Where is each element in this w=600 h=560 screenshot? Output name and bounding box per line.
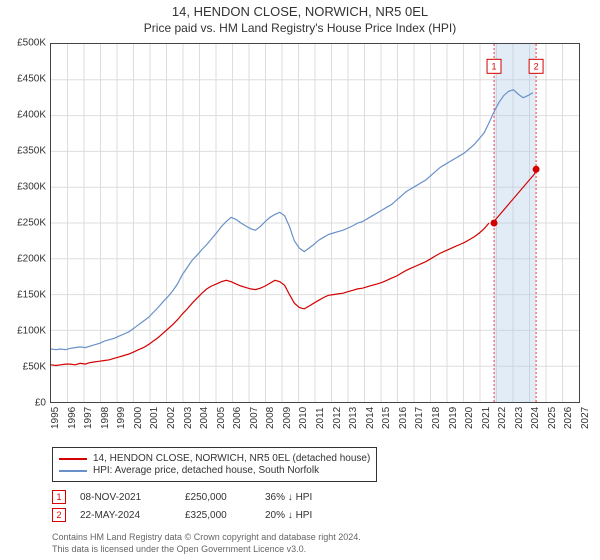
highlight-band-group (494, 44, 536, 402)
x-tick-label: 1995 (50, 407, 61, 429)
y-tick-label: £50K (0, 362, 46, 373)
legend-swatch (59, 470, 87, 472)
x-tick-label: 2016 (398, 407, 409, 429)
sale-date: 22-MAY-2024 (80, 510, 185, 521)
footnote-line1: Contains HM Land Registry data © Crown c… (52, 532, 580, 544)
chart-plot-area: £0£50K£100K£150K£200K£250K£300K£350K£400… (50, 43, 580, 403)
x-tick-label: 2022 (497, 407, 508, 429)
x-tick-label: 2023 (514, 407, 525, 429)
x-tick-label: 2005 (216, 407, 227, 429)
x-tick-label: 2021 (481, 407, 492, 429)
y-axis: £0£50K£100K£150K£200K£250K£300K£350K£400… (0, 43, 46, 403)
x-tick-label: 2011 (315, 407, 326, 429)
legend-box: 14, HENDON CLOSE, NORWICH, NR5 0EL (deta… (52, 447, 377, 482)
sale-pct: 20% ↓ HPI (265, 510, 375, 521)
y-tick-label: £250K (0, 218, 46, 229)
x-tick-label: 2015 (381, 407, 392, 429)
x-tick-label: 1997 (83, 407, 94, 429)
x-tick-label: 2009 (282, 407, 293, 429)
sale-date: 08-NOV-2021 (80, 492, 185, 503)
x-tick-label: 2007 (249, 407, 260, 429)
y-tick-label: £300K (0, 182, 46, 193)
footnote-line2: This data is licensed under the Open Gov… (52, 544, 580, 556)
legend: 14, HENDON CLOSE, NORWICH, NR5 0EL (deta… (52, 447, 580, 482)
chart-svg: 12 (51, 44, 579, 402)
sale-price: £325,000 (185, 510, 265, 521)
sale-table: 1 08-NOV-2021£250,00036% ↓ HPI 2 22-MAY-202… (52, 490, 580, 526)
x-tick-label: 2008 (265, 407, 276, 429)
page-title: 14, HENDON CLOSE, NORWICH, NR5 0EL (10, 4, 590, 19)
legend-label: 14, HENDON CLOSE, NORWICH, NR5 0EL (deta… (93, 453, 370, 464)
title-block: 14, HENDON CLOSE, NORWICH, NR5 0EL Price… (0, 0, 600, 37)
y-tick-label: £350K (0, 146, 46, 157)
x-tick-label: 2002 (166, 407, 177, 429)
y-tick-label: £100K (0, 326, 46, 337)
y-tick-label: £200K (0, 254, 46, 265)
sale-row: 1 08-NOV-2021£250,00036% ↓ HPI (52, 490, 580, 504)
x-tick-label: 2004 (199, 407, 210, 429)
y-tick-label: £150K (0, 290, 46, 301)
legend-item: HPI: Average price, detached house, Sout… (59, 465, 370, 476)
x-tick-label: 2014 (365, 407, 376, 429)
x-tick-label: 2027 (580, 407, 591, 429)
sale-num-box: 2 (52, 508, 66, 522)
x-axis: 1995 1996 1997 1998 1999 2000 2001 2002 2003 2004… (50, 403, 580, 439)
sale-row: 2 22-MAY-2024£325,00020% ↓ HPI (52, 508, 580, 522)
sale-marker-2 (533, 166, 540, 173)
page-subtitle: Price paid vs. HM Land Registry's House … (10, 21, 590, 35)
sale-num-box: 1 (52, 490, 66, 504)
y-tick-label: £450K (0, 74, 46, 85)
sale-price: £250,000 (185, 492, 265, 503)
sale-label-text-1: 1 (492, 61, 497, 71)
x-tick-label: 2018 (431, 407, 442, 429)
sale-label-text-2: 2 (534, 61, 539, 71)
y-tick-label: £400K (0, 110, 46, 121)
x-tick-label: 2017 (414, 407, 425, 429)
legend-label: HPI: Average price, detached house, Sout… (93, 465, 319, 476)
x-tick-label: 1999 (116, 407, 127, 429)
x-tick-label: 1998 (100, 407, 111, 429)
x-tick-label: 2010 (298, 407, 309, 429)
chart-canvas: 12 (50, 43, 580, 403)
y-tick-label: £0 (0, 398, 46, 409)
y-tick-label: £500K (0, 38, 46, 49)
x-tick-label: 2020 (464, 407, 475, 429)
series-hpi (51, 90, 533, 350)
x-tick-label: 2024 (530, 407, 541, 429)
x-tick-label: 2026 (563, 407, 574, 429)
x-tick-label: 2001 (149, 407, 160, 429)
x-tick-label: 2006 (232, 407, 243, 429)
x-tick-label: 2013 (348, 407, 359, 429)
footnote: Contains HM Land Registry data © Crown c… (52, 532, 580, 555)
x-tick-label: 2019 (448, 407, 459, 429)
sale-pct: 36% ↓ HPI (265, 492, 375, 503)
x-tick-label: 2000 (133, 407, 144, 429)
x-tick-label: 2012 (332, 407, 343, 429)
x-tick-label: 2003 (183, 407, 194, 429)
legend-swatch (59, 458, 87, 460)
x-tick-label: 2025 (547, 407, 558, 429)
sale-marker-1 (491, 220, 498, 227)
x-tick-label: 1996 (67, 407, 78, 429)
legend-item: 14, HENDON CLOSE, NORWICH, NR5 0EL (deta… (59, 453, 370, 464)
